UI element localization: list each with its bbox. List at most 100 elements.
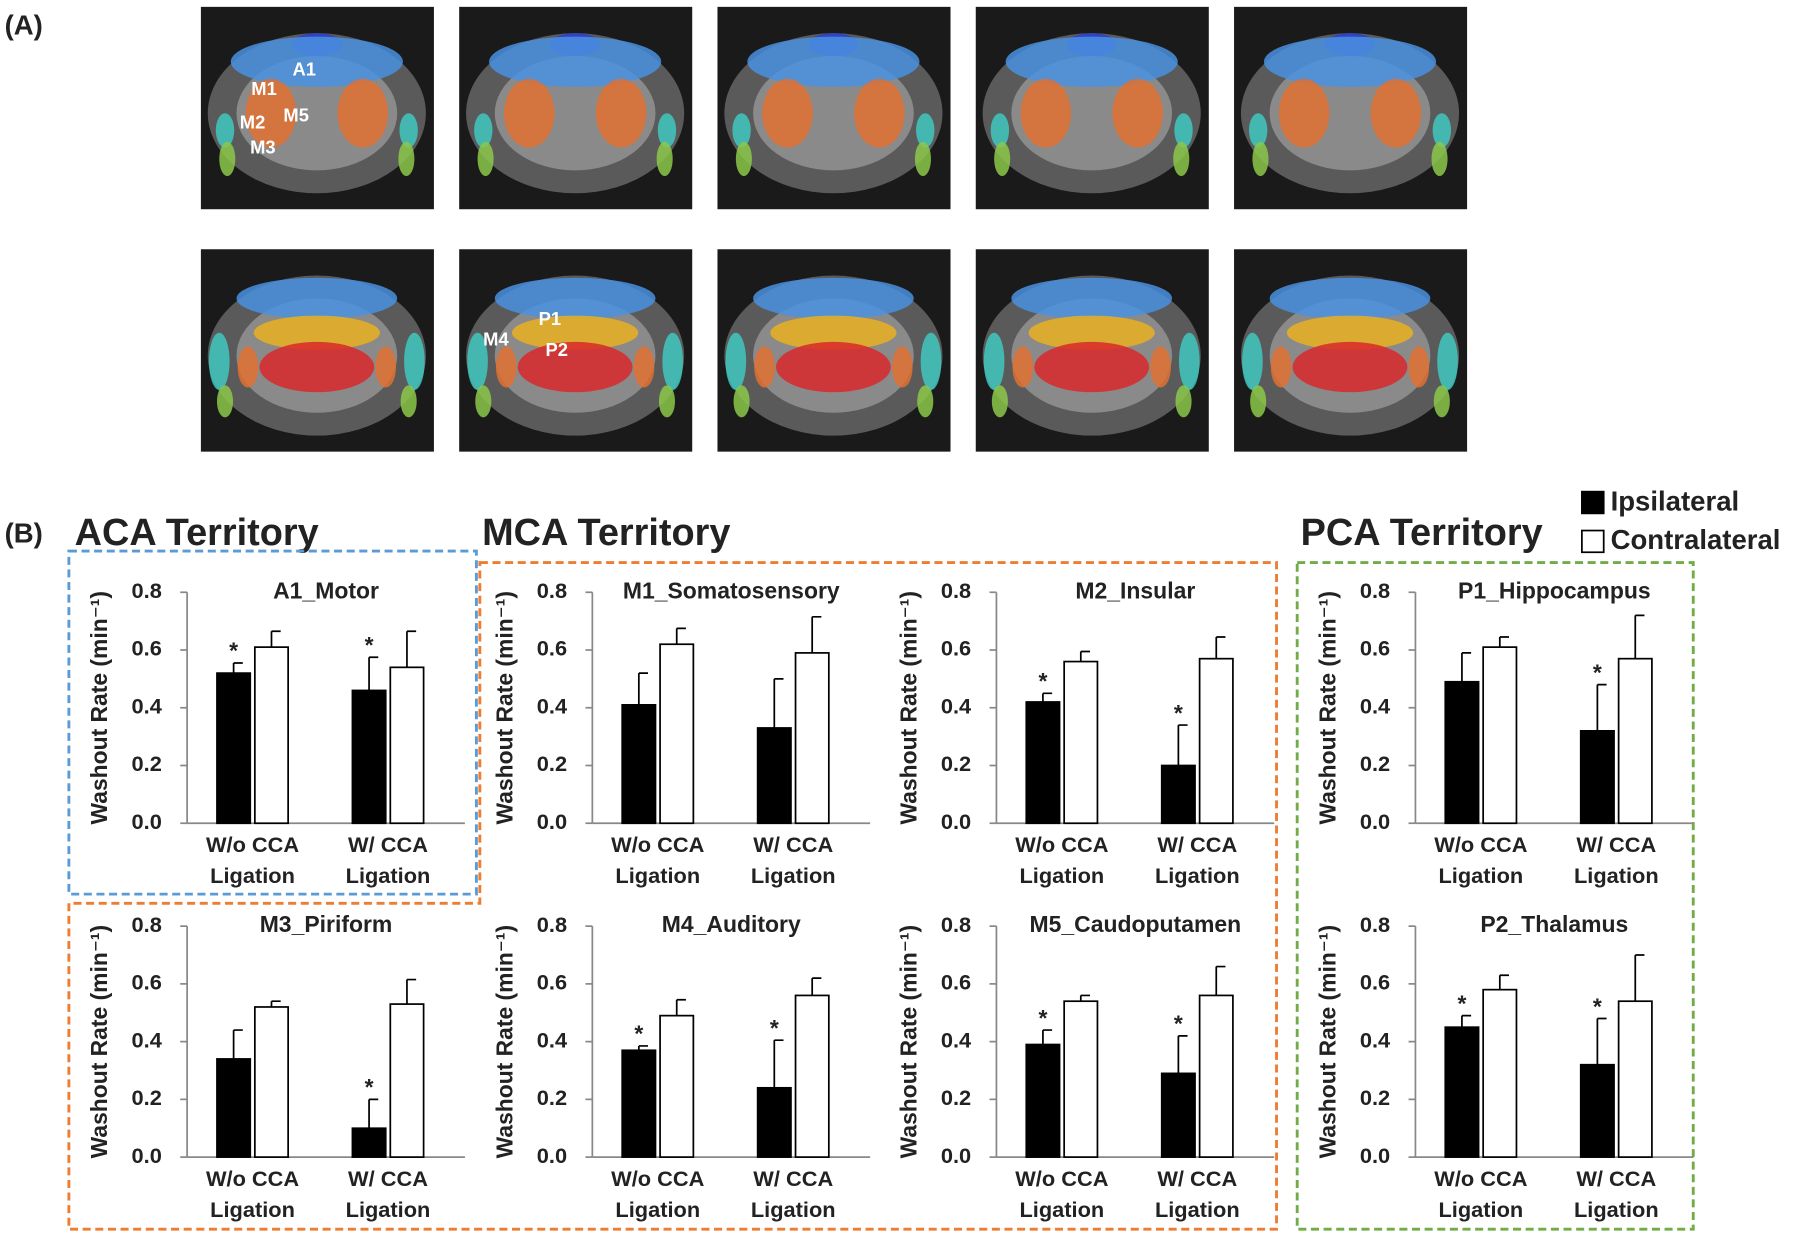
region — [754, 346, 775, 388]
region — [467, 332, 488, 390]
panel-label: (A) — [5, 10, 43, 41]
region — [1178, 332, 1200, 390]
bar — [756, 1086, 792, 1158]
region-label: P1 — [539, 308, 561, 329]
bar — [1025, 701, 1061, 825]
error-bar — [1079, 650, 1090, 662]
y-axis-label: Washout Rate (min⁻¹) — [895, 925, 921, 1158]
territory-title: PCA Territory — [1301, 512, 1543, 554]
y-axis-label: Washout Rate (min⁻¹) — [1314, 925, 1340, 1158]
x-tick-label: W/o CCA Ligation — [206, 832, 300, 888]
error-bar — [1177, 1034, 1188, 1074]
y-tick-label: 0.2 — [132, 751, 162, 776]
chart-title: M1_Somatosensory — [623, 577, 840, 603]
error-bar — [675, 627, 686, 645]
region-label: M4 — [483, 329, 509, 350]
region — [215, 113, 235, 148]
y-tick-label: 0.0 — [132, 1143, 162, 1168]
error-bar — [270, 630, 281, 648]
region — [1370, 78, 1422, 148]
bar — [351, 689, 387, 825]
bar — [389, 1003, 425, 1158]
territory-title: ACA Territory — [75, 512, 319, 554]
x-tick-label: W/o CCA Ligation — [1434, 1166, 1528, 1222]
y-tick-label: 0.0 — [132, 809, 162, 834]
region — [991, 385, 1008, 418]
y-tick-label: 0.6 — [132, 970, 162, 995]
x-tick-label: W/ CCA Ligation — [751, 832, 836, 888]
bar — [1617, 1000, 1653, 1158]
region — [400, 385, 417, 418]
significance: * — [770, 1015, 779, 1041]
error-bar — [270, 1000, 281, 1007]
region — [1437, 332, 1458, 390]
x-tick-label: W/o CCA Ligation — [206, 1166, 300, 1222]
region — [399, 113, 418, 148]
bar — [1444, 1026, 1480, 1158]
territory-box — [1295, 561, 1695, 1231]
region — [1286, 315, 1414, 350]
bar — [1444, 680, 1480, 825]
region — [1252, 141, 1269, 177]
error-bar — [1079, 994, 1090, 1002]
bar — [1025, 1043, 1061, 1158]
y-tick-label: 0.8 — [941, 912, 971, 937]
bar — [1579, 729, 1615, 825]
x-tick-label: W/ CCA Ligation — [751, 1166, 836, 1222]
region-label: M5 — [283, 104, 309, 125]
error-bar — [1634, 614, 1645, 659]
region — [489, 36, 662, 87]
chart-title: A1_Motor — [273, 577, 379, 603]
region — [633, 346, 655, 388]
y-tick-label: 0.2 — [1360, 751, 1390, 776]
y-axis-label: Washout Rate (min⁻¹) — [491, 925, 517, 1158]
y-tick-label: 0.8 — [132, 578, 162, 603]
x-tick-label: W/o CCA Ligation — [611, 832, 705, 888]
region — [237, 346, 259, 388]
bar — [659, 643, 695, 825]
error-bar — [1042, 1029, 1053, 1045]
x-tick-label: W/ CCA Ligation — [1574, 832, 1659, 888]
region — [1263, 36, 1437, 87]
bar — [621, 704, 657, 825]
chart-title: M2_Insular — [1075, 577, 1195, 603]
region — [1005, 36, 1178, 87]
error-bar — [368, 656, 379, 691]
y-tick-label: 0.0 — [1360, 1143, 1390, 1168]
region-label: P2 — [546, 339, 568, 360]
error-bar — [811, 977, 822, 996]
significance: * — [229, 638, 238, 664]
y-tick-label: 0.2 — [941, 751, 971, 776]
region — [219, 141, 236, 177]
bar — [389, 666, 425, 825]
legend-swatch — [1581, 490, 1605, 515]
region — [259, 341, 375, 393]
bar — [1063, 1000, 1099, 1158]
bar — [1579, 1063, 1615, 1158]
y-axis-label: Washout Rate (min⁻¹) — [491, 591, 517, 824]
y-tick-label: 0.0 — [537, 809, 567, 834]
region — [1020, 78, 1072, 148]
region — [253, 315, 380, 350]
error-bar — [1042, 692, 1053, 702]
bar — [351, 1127, 387, 1158]
region — [1242, 332, 1263, 390]
region — [735, 141, 752, 177]
y-tick-label: 0.0 — [941, 1143, 971, 1168]
y-tick-label: 0.4 — [132, 1027, 162, 1052]
bar — [794, 652, 830, 825]
y-tick-label: 0.0 — [1360, 809, 1390, 834]
significance: * — [365, 632, 374, 658]
region — [1250, 385, 1267, 418]
y-tick-label: 0.4 — [1360, 694, 1390, 719]
region — [920, 332, 942, 390]
y-tick-label: 0.0 — [941, 809, 971, 834]
error-bar — [1498, 636, 1509, 648]
error-bar — [811, 615, 822, 653]
bar — [1063, 660, 1099, 825]
region — [733, 385, 750, 418]
x-tick-label: W/ CCA Ligation — [346, 1166, 431, 1222]
region — [477, 141, 494, 177]
bar — [1160, 764, 1196, 825]
